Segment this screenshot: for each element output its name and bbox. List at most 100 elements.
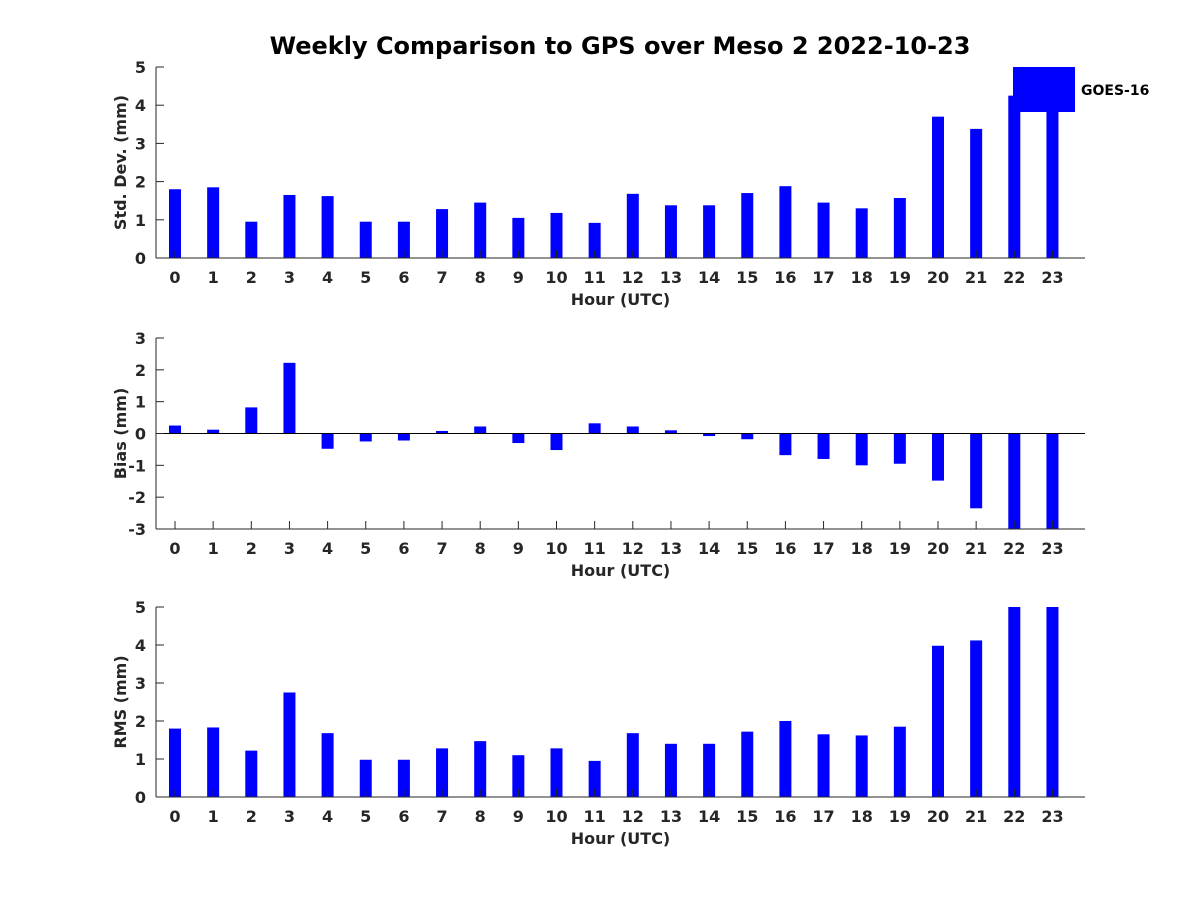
- bar: [512, 433, 525, 444]
- x-tick-label: 4: [322, 807, 333, 826]
- x-tick-label: 3: [284, 539, 295, 558]
- bar: [245, 407, 258, 434]
- bar: [970, 433, 983, 509]
- x-tick-label: 20: [927, 539, 949, 558]
- x-tick-label: 12: [622, 807, 644, 826]
- x-tick-label: 2: [246, 268, 257, 287]
- bar: [207, 727, 220, 797]
- x-tick-label: 15: [736, 268, 758, 287]
- y-tick-label: 4: [135, 636, 146, 655]
- x-tick-label: 17: [812, 807, 834, 826]
- bar: [245, 750, 258, 797]
- x-tick-label: 6: [398, 539, 409, 558]
- bar: [741, 433, 754, 440]
- x-axis-label: Hour (UTC): [571, 290, 671, 309]
- x-axis-label: Hour (UTC): [571, 829, 671, 848]
- x-tick-label: 21: [965, 539, 987, 558]
- bar: [779, 721, 792, 797]
- y-tick-label: -1: [128, 456, 146, 475]
- x-tick-label: 5: [360, 268, 371, 287]
- bar: [1008, 95, 1021, 258]
- bar: [703, 433, 716, 437]
- bar: [664, 430, 677, 434]
- y-axis-label: Bias (mm): [111, 388, 130, 480]
- x-tick-label: 9: [513, 268, 524, 287]
- x-tick-label: 2: [246, 539, 257, 558]
- y-tick-label: -2: [128, 488, 146, 507]
- bar: [321, 433, 334, 449]
- y-tick-label: 2: [135, 173, 146, 192]
- x-tick-label: 20: [927, 807, 949, 826]
- y-axis-label: RMS (mm): [111, 655, 130, 748]
- y-tick-label: 3: [135, 329, 146, 348]
- bar: [626, 733, 639, 797]
- bar: [474, 202, 487, 258]
- x-tick-label: 13: [660, 539, 682, 558]
- bar: [855, 433, 868, 466]
- x-tick-label: 3: [284, 268, 295, 287]
- x-tick-label: 19: [889, 268, 911, 287]
- x-tick-label: 8: [475, 807, 486, 826]
- x-tick-label: 20: [927, 268, 949, 287]
- bar: [970, 640, 983, 797]
- bar: [664, 743, 677, 797]
- bar: [512, 217, 525, 258]
- x-tick-label: 2: [246, 807, 257, 826]
- bar: [359, 759, 372, 797]
- bar: [779, 433, 792, 456]
- x-tick-label: 21: [965, 268, 987, 287]
- bar: [893, 198, 906, 258]
- bar: [703, 205, 716, 258]
- bar: [893, 726, 906, 797]
- x-tick-label: 0: [169, 539, 180, 558]
- y-axis-label: Std. Dev. (mm): [111, 95, 130, 230]
- bar: [397, 433, 410, 441]
- x-tick-label: 21: [965, 807, 987, 826]
- x-tick-label: 8: [475, 268, 486, 287]
- bar: [664, 205, 677, 258]
- bar: [817, 202, 830, 258]
- bar: [817, 433, 830, 459]
- bar: [1046, 82, 1059, 258]
- x-tick-label: 5: [360, 807, 371, 826]
- x-tick-label: 7: [436, 807, 447, 826]
- bar-series: [169, 82, 1059, 258]
- x-tick-label: 19: [889, 807, 911, 826]
- x-tick-label: 10: [545, 807, 567, 826]
- bar: [474, 741, 487, 797]
- bar: [588, 423, 601, 434]
- x-tick-label: 16: [774, 807, 796, 826]
- bar: [1008, 607, 1021, 797]
- x-tick-label: 23: [1041, 807, 1063, 826]
- x-tick-label: 5: [360, 539, 371, 558]
- bar: [169, 728, 181, 797]
- bar: [169, 189, 181, 258]
- x-tick-label: 7: [436, 268, 447, 287]
- x-tick-label: 13: [660, 807, 682, 826]
- bar: [817, 734, 830, 797]
- chart-title: Weekly Comparison to GPS over Meso 2 202…: [270, 32, 971, 60]
- y-tick-label: 1: [135, 211, 146, 230]
- bar: [1046, 607, 1059, 797]
- bar: [932, 645, 944, 797]
- bar: [436, 748, 449, 797]
- x-tick-label: 3: [284, 807, 295, 826]
- x-tick-label: 0: [169, 268, 180, 287]
- x-tick-label: 8: [475, 539, 486, 558]
- y-tick-label: 0: [135, 249, 146, 268]
- y-tick-label: 3: [135, 674, 146, 693]
- bar: [321, 196, 334, 258]
- x-tick-label: 17: [812, 268, 834, 287]
- legend-swatch: [1013, 67, 1075, 112]
- bar: [550, 212, 563, 258]
- bar: [855, 208, 868, 258]
- x-tick-label: 16: [774, 539, 796, 558]
- bar: [932, 433, 944, 481]
- x-tick-label: 18: [851, 807, 873, 826]
- bar: [626, 426, 639, 434]
- x-tick-label: 14: [698, 268, 720, 287]
- x-tick-label: 13: [660, 268, 682, 287]
